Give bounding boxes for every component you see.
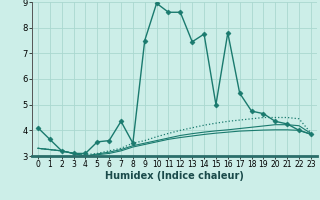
X-axis label: Humidex (Indice chaleur): Humidex (Indice chaleur)	[105, 171, 244, 181]
